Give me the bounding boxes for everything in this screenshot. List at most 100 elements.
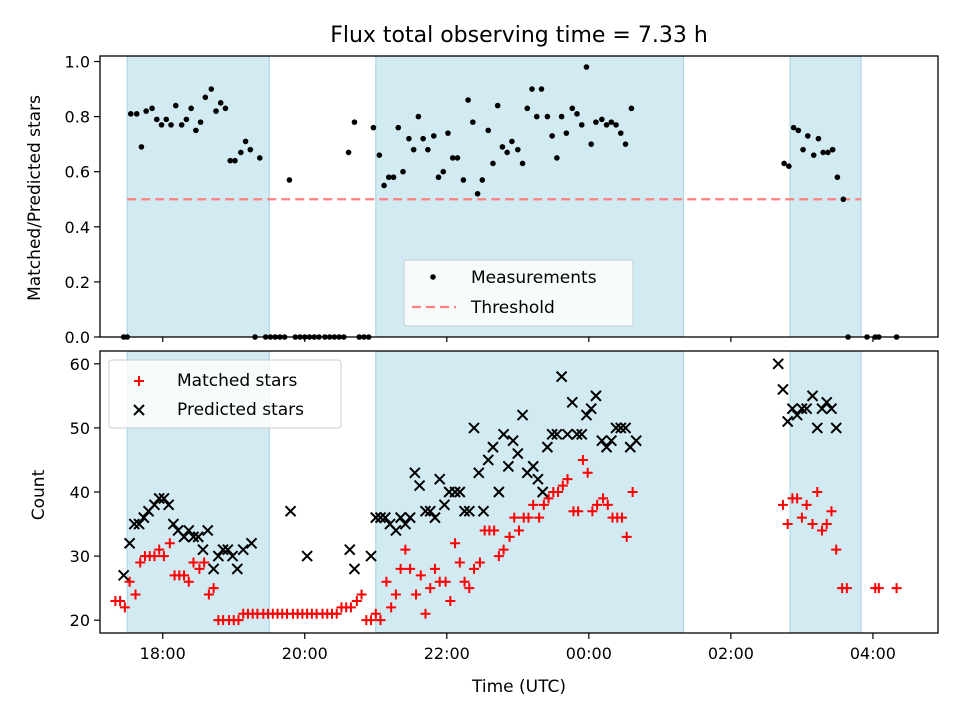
measurement-point [202,94,209,101]
measurement-point [786,163,792,169]
measurement-point [286,177,293,183]
y-tick-label: 20 [70,611,90,630]
legend-label-predicted: Predicted stars [177,400,304,420]
predicted-point [458,505,471,517]
predicted-point [532,473,544,485]
matched-point [366,615,377,626]
measurement-point [515,146,521,153]
observing-band [126,56,270,337]
predicted-point [590,390,602,402]
matched-point [543,493,554,504]
predicted-point [473,467,485,479]
matched-point [454,557,465,568]
predicted-point [148,499,161,511]
measurement-point [440,168,447,175]
predicted-point [468,422,480,434]
matched-point [130,589,141,600]
measurement-point [490,160,496,167]
predicted-point [502,460,515,473]
predicted-point [226,550,239,562]
predicted-point [348,563,361,575]
measurement-point [474,190,481,197]
predicted-point [413,479,426,492]
predicted-point [487,441,499,453]
measurement-point [435,174,442,181]
measurement-point [460,177,467,183]
predicted-point [811,422,823,434]
y-tick-label: 30 [70,547,90,566]
predicted-point [830,422,842,434]
matched-point [459,576,470,587]
predicted-point [344,543,356,556]
matched-point [115,595,126,606]
measurement-point [242,138,249,145]
measurement-point [795,127,802,134]
matched-point [616,512,627,523]
legend-label-threshold: Threshold [470,298,555,318]
measurement-point [608,119,615,125]
predicted-point [806,390,819,402]
matched-point [183,576,194,587]
predicted-point [482,454,494,466]
measurement-point [544,113,551,120]
measurement-point [538,86,545,92]
matched-point [425,583,436,594]
matched-point [562,474,573,485]
measurement-point [599,116,605,123]
bottom-panel: 20 30 40 50 60 18:00 20:00 22:00 00:00 02:00 04:00… [70,350,939,663]
measurement-point [213,108,219,114]
matched-point [891,583,902,594]
measurement-point [563,130,570,136]
measurement-point [445,130,451,136]
measurement-point [149,105,155,112]
predicted-point [777,383,789,396]
matched-point [356,589,367,600]
predicted-point [615,422,627,434]
matched-point [534,512,545,523]
predicted-point [390,524,402,537]
measurement-point [810,152,817,158]
measurement-point [227,157,233,164]
y-tick-label: 1.0 [65,53,90,72]
measurement-point [154,116,160,123]
matched-point [523,512,534,523]
measurement-point [800,146,806,153]
measurement-point [370,124,377,131]
predicted-point [571,428,583,441]
predicted-point [162,499,175,511]
observing-band [789,351,862,633]
measurement-point [805,133,811,139]
matched-point [498,544,509,555]
predicted-point [370,511,382,524]
matched-point [386,602,397,613]
y-tick-label: 40 [70,483,90,502]
matched-point [792,493,803,504]
matched-point [557,480,568,491]
measurement-point [504,149,510,156]
predicted-point [477,505,490,517]
predicted-point [153,492,165,505]
predicted-point [374,511,387,524]
measurement-point [256,155,263,161]
predicted-point [379,511,391,524]
predicted-point [207,563,220,575]
predicted-point [245,537,258,549]
predicted-point [231,563,244,575]
matched-point [873,583,884,594]
predicted-point [516,409,529,421]
x-tick-label: 00:00 [566,644,612,663]
predicted-point [605,435,618,447]
measurement-point [400,168,406,175]
measurement-point [840,196,847,203]
y-tick-label: 60 [70,355,90,374]
measurement-point [430,133,437,139]
matched-point [188,557,199,568]
predicted-point [497,428,510,441]
measurement-point [420,135,426,142]
measurement-point [172,102,179,109]
y-tick-label: 50 [70,419,90,438]
measurement-point [524,105,531,112]
measurement-point [485,127,492,134]
predicted-point [217,543,229,556]
matched-point [577,454,588,465]
